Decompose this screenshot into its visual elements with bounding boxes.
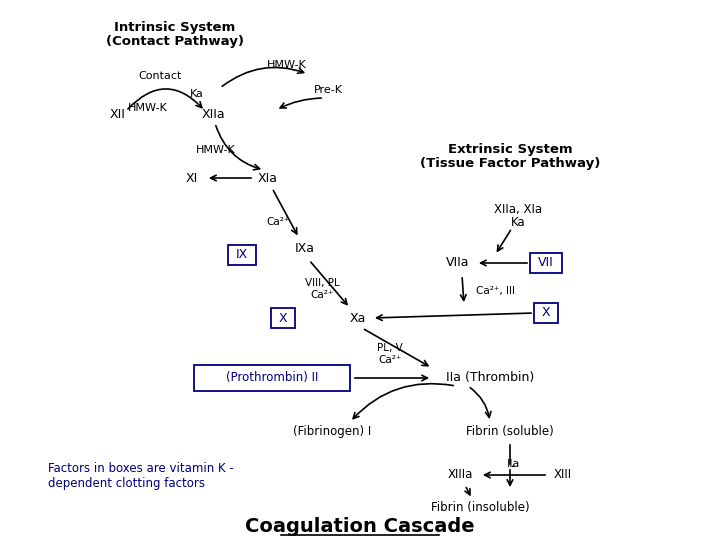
- Text: IXa: IXa: [295, 241, 315, 254]
- Text: XIIa, XIa: XIIa, XIa: [494, 204, 542, 217]
- FancyBboxPatch shape: [194, 365, 350, 391]
- FancyBboxPatch shape: [530, 253, 562, 273]
- Text: XIII: XIII: [554, 469, 572, 482]
- FancyBboxPatch shape: [271, 308, 295, 328]
- Text: Coagulation Cascade: Coagulation Cascade: [246, 516, 474, 536]
- Text: Intrinsic System: Intrinsic System: [114, 21, 235, 33]
- Text: Pre-K: Pre-K: [313, 85, 343, 95]
- Text: XIa: XIa: [258, 172, 278, 185]
- Text: VII: VII: [538, 256, 554, 269]
- Text: PL, V: PL, V: [377, 343, 403, 353]
- Text: X: X: [541, 307, 550, 320]
- Text: HMW-K: HMW-K: [267, 60, 307, 70]
- Text: IIa: IIa: [508, 459, 521, 469]
- Text: IX: IX: [236, 248, 248, 261]
- Text: Ca²⁺: Ca²⁺: [378, 355, 402, 365]
- Text: XII: XII: [110, 109, 126, 122]
- FancyBboxPatch shape: [228, 245, 256, 265]
- Text: VIII, PL: VIII, PL: [305, 278, 339, 288]
- Text: Extrinsic System: Extrinsic System: [448, 144, 572, 157]
- Text: IIa (Thrombin): IIa (Thrombin): [446, 372, 534, 384]
- Text: Fibrin (insoluble): Fibrin (insoluble): [431, 501, 529, 514]
- Text: (Prothrombin) II: (Prothrombin) II: [226, 372, 318, 384]
- Text: X: X: [279, 312, 287, 325]
- Text: Ca²⁺, III: Ca²⁺, III: [477, 286, 516, 296]
- Text: (Contact Pathway): (Contact Pathway): [106, 35, 244, 48]
- FancyBboxPatch shape: [534, 303, 558, 323]
- Text: Fibrin (soluble): Fibrin (soluble): [466, 426, 554, 438]
- Text: XI: XI: [186, 172, 198, 185]
- Text: XIIa: XIIa: [201, 109, 225, 122]
- Text: Factors in boxes are vitamin K -
dependent clotting factors: Factors in boxes are vitamin K - depende…: [48, 462, 234, 490]
- Text: Contact: Contact: [138, 71, 181, 81]
- Text: HMW-K: HMW-K: [196, 145, 236, 155]
- Text: HMW-K: HMW-K: [128, 103, 168, 113]
- Text: Ca²⁺: Ca²⁺: [266, 217, 289, 227]
- Text: VIIa: VIIa: [446, 256, 469, 269]
- Text: Ka: Ka: [190, 89, 204, 99]
- Text: Ca²⁺: Ca²⁺: [310, 290, 333, 300]
- Text: Ka: Ka: [510, 217, 526, 230]
- Text: Xa: Xa: [350, 312, 366, 325]
- Text: (Fibrinogen) I: (Fibrinogen) I: [293, 426, 371, 438]
- Text: (Tissue Factor Pathway): (Tissue Factor Pathway): [420, 158, 600, 171]
- Text: XIIIa: XIIIa: [447, 469, 473, 482]
